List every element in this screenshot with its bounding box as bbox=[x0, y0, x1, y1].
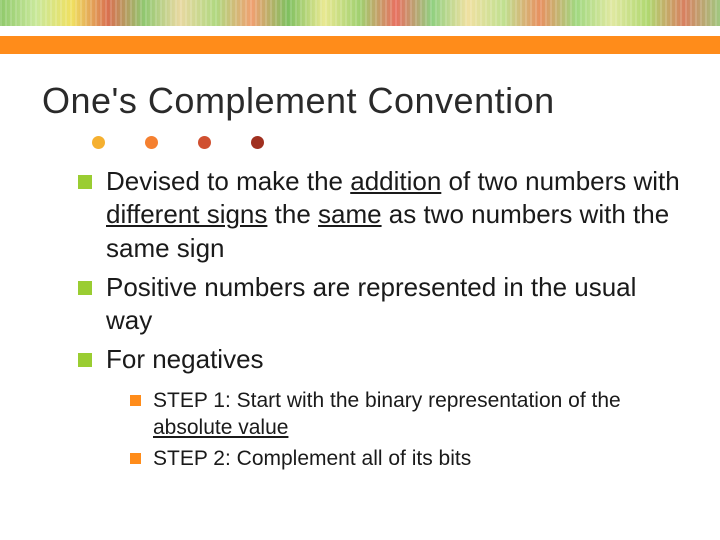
sub-bullet-list: STEP 1: Start with the binary representa… bbox=[130, 387, 680, 473]
bullet-item: Devised to make the addition of two numb… bbox=[78, 165, 680, 265]
bullet-text: Devised to make the addition of two numb… bbox=[106, 165, 680, 265]
dot-1 bbox=[92, 136, 105, 149]
spacer bbox=[0, 26, 720, 36]
bullet-text: For negatives bbox=[106, 343, 264, 376]
bullet-square-icon bbox=[78, 353, 92, 367]
bullet-text: Positive numbers are represented in the … bbox=[106, 271, 680, 338]
bullet-square-icon bbox=[78, 175, 92, 189]
sub-bullet-text: STEP 2: Complement all of its bits bbox=[153, 445, 471, 472]
bullet-item: Positive numbers are represented in the … bbox=[78, 271, 680, 338]
dot-4 bbox=[251, 136, 264, 149]
sub-bullet-square-icon bbox=[130, 453, 141, 464]
decorative-gradient-bar bbox=[0, 0, 720, 26]
dot-3 bbox=[198, 136, 211, 149]
dot-2 bbox=[145, 136, 158, 149]
sub-bullet-text: STEP 1: Start with the binary representa… bbox=[153, 387, 680, 442]
decorative-dots bbox=[92, 136, 720, 149]
slide-title: One's Complement Convention bbox=[42, 80, 720, 122]
bullet-square-icon bbox=[78, 281, 92, 295]
sub-bullet-square-icon bbox=[130, 395, 141, 406]
sub-bullet-item: STEP 1: Start with the binary representa… bbox=[130, 387, 680, 442]
orange-accent-bar bbox=[0, 36, 720, 54]
sub-bullet-item: STEP 2: Complement all of its bits bbox=[130, 445, 680, 472]
bullet-item: For negatives bbox=[78, 343, 680, 376]
main-bullet-list: Devised to make the addition of two numb… bbox=[78, 165, 680, 377]
